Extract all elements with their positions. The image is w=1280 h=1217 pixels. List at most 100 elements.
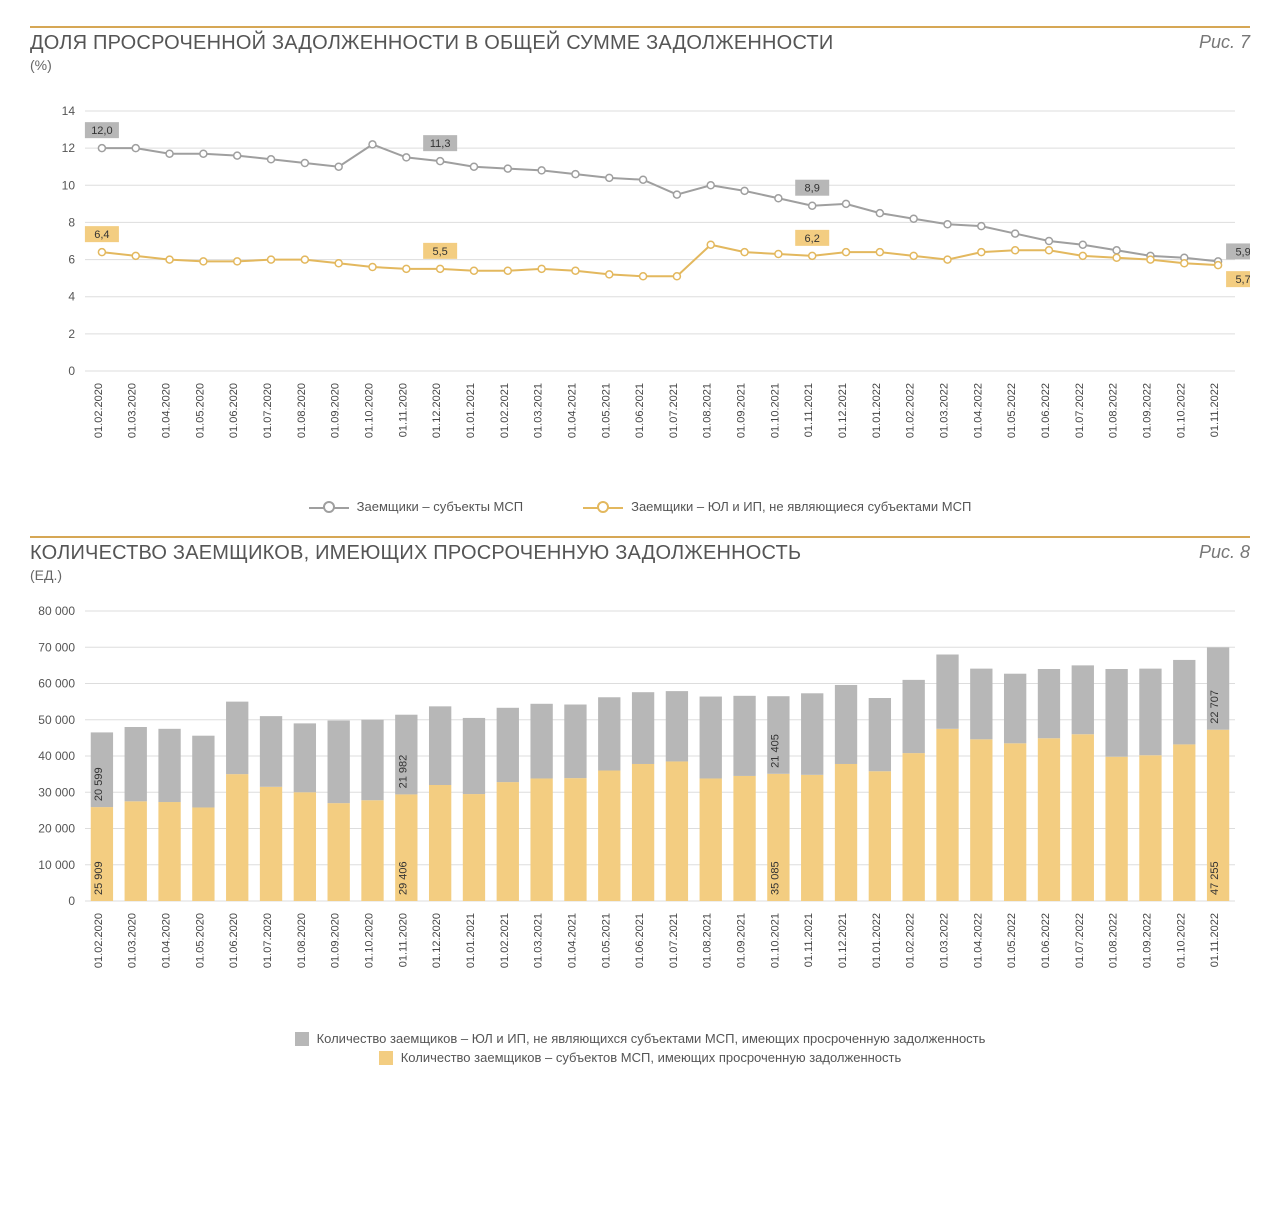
svg-text:01.03.2021: 01.03.2021 <box>533 913 545 968</box>
svg-text:01.09.2021: 01.09.2021 <box>736 383 748 438</box>
svg-text:6,4: 6,4 <box>94 229 109 241</box>
svg-text:50 000: 50 000 <box>38 713 75 727</box>
svg-text:01.07.2022: 01.07.2022 <box>1074 383 1086 438</box>
svg-text:70 000: 70 000 <box>38 640 75 654</box>
svg-text:01.02.2021: 01.02.2021 <box>499 383 511 438</box>
svg-text:01.11.2021: 01.11.2021 <box>803 383 815 437</box>
svg-text:01.08.2021: 01.08.2021 <box>702 383 714 438</box>
svg-text:01.04.2022: 01.04.2022 <box>972 913 984 968</box>
svg-text:01.08.2022: 01.08.2022 <box>1108 383 1120 438</box>
svg-text:20 000: 20 000 <box>38 822 75 836</box>
svg-text:47 255: 47 255 <box>1209 861 1221 895</box>
chart2-title: КОЛИЧЕСТВО ЗАЕМЩИКОВ, ИМЕЮЩИХ ПРОСРОЧЕНН… <box>30 542 801 565</box>
svg-text:29 406: 29 406 <box>397 861 409 895</box>
svg-text:80 000: 80 000 <box>38 604 75 618</box>
svg-text:01.09.2020: 01.09.2020 <box>330 913 342 968</box>
svg-text:01.04.2021: 01.04.2021 <box>566 383 578 438</box>
chart1-legend: Заемщики – субъекты МСПЗаемщики – ЮЛ и И… <box>30 499 1250 514</box>
svg-text:01.11.2022: 01.11.2022 <box>1209 383 1221 437</box>
svg-text:2: 2 <box>68 327 75 341</box>
chart2-legend: Количество заемщиков – ЮЛ и ИП, не являю… <box>30 1031 1250 1065</box>
svg-text:21 982: 21 982 <box>397 755 409 789</box>
svg-text:10 000: 10 000 <box>38 858 75 872</box>
svg-text:0: 0 <box>68 364 75 378</box>
svg-text:35 085: 35 085 <box>769 861 781 895</box>
svg-text:01.12.2021: 01.12.2021 <box>837 383 849 438</box>
svg-text:14: 14 <box>62 104 76 118</box>
svg-text:01.03.2021: 01.03.2021 <box>533 383 545 438</box>
svg-text:01.07.2021: 01.07.2021 <box>668 913 680 968</box>
svg-text:01.03.2022: 01.03.2022 <box>939 383 951 438</box>
svg-text:21 405: 21 405 <box>769 734 781 768</box>
chart2-plot: 0 10 000 20 000 30 000 40 000 50 000 60 000 70 … <box>30 601 1250 1021</box>
chart1-subtitle: (%) <box>30 57 833 73</box>
svg-text:01.06.2020: 01.06.2020 <box>228 383 240 438</box>
svg-text:01.03.2022: 01.03.2022 <box>939 913 951 968</box>
svg-text:01.06.2020: 01.06.2020 <box>228 913 240 968</box>
divider <box>30 536 1250 538</box>
svg-text:01.02.2022: 01.02.2022 <box>905 913 917 968</box>
svg-text:01.12.2020: 01.12.2020 <box>431 913 443 968</box>
svg-text:01.08.2022: 01.08.2022 <box>1108 913 1120 968</box>
svg-text:01.02.2022: 01.02.2022 <box>905 383 917 438</box>
svg-text:01.04.2020: 01.04.2020 <box>161 383 173 438</box>
svg-text:01.07.2020: 01.07.2020 <box>262 383 274 438</box>
svg-text:01.03.2020: 01.03.2020 <box>127 913 139 968</box>
svg-text:01.05.2021: 01.05.2021 <box>600 383 612 438</box>
svg-text:01.10.2020: 01.10.2020 <box>364 383 376 438</box>
svg-text:01.11.2022: 01.11.2022 <box>1209 913 1221 967</box>
svg-text:5,9: 5,9 <box>1235 246 1250 258</box>
svg-text:01.10.2021: 01.10.2021 <box>769 383 781 438</box>
svg-text:01.10.2020: 01.10.2020 <box>364 913 376 968</box>
svg-text:01.10.2021: 01.10.2021 <box>769 913 781 968</box>
svg-text:01.12.2020: 01.12.2020 <box>431 383 443 438</box>
svg-text:01.01.2021: 01.01.2021 <box>465 383 477 438</box>
divider <box>30 26 1250 28</box>
svg-text:10: 10 <box>62 178 76 192</box>
svg-text:01.11.2020: 01.11.2020 <box>397 913 409 967</box>
svg-text:01.01.2022: 01.01.2022 <box>871 383 883 438</box>
svg-text:5,5: 5,5 <box>432 246 447 258</box>
svg-text:01.08.2020: 01.08.2020 <box>296 383 308 438</box>
svg-text:01.03.2020: 01.03.2020 <box>127 383 139 438</box>
svg-text:12: 12 <box>62 141 76 155</box>
svg-text:30 000: 30 000 <box>38 785 75 799</box>
svg-text:01.05.2020: 01.05.2020 <box>194 913 206 968</box>
svg-text:01.07.2020: 01.07.2020 <box>262 913 274 968</box>
svg-text:01.10.2022: 01.10.2022 <box>1175 383 1187 438</box>
svg-text:01.01.2022: 01.01.2022 <box>871 913 883 968</box>
svg-text:01.05.2021: 01.05.2021 <box>600 913 612 968</box>
chart1-figure-label: Рис. 7 <box>1199 32 1250 53</box>
svg-text:01.09.2021: 01.09.2021 <box>736 913 748 968</box>
svg-text:6,2: 6,2 <box>805 233 820 245</box>
svg-text:12,0: 12,0 <box>91 125 112 137</box>
svg-text:01.09.2020: 01.09.2020 <box>330 383 342 438</box>
svg-text:0: 0 <box>68 894 75 908</box>
svg-text:40 000: 40 000 <box>38 749 75 763</box>
svg-text:01.04.2022: 01.04.2022 <box>972 383 984 438</box>
svg-text:01.11.2020: 01.11.2020 <box>397 383 409 437</box>
svg-text:01.11.2021: 01.11.2021 <box>803 913 815 967</box>
svg-text:01.04.2021: 01.04.2021 <box>566 913 578 968</box>
svg-text:01.08.2021: 01.08.2021 <box>702 913 714 968</box>
svg-text:60 000: 60 000 <box>38 677 75 691</box>
svg-text:01.10.2022: 01.10.2022 <box>1175 913 1187 968</box>
svg-text:01.06.2022: 01.06.2022 <box>1040 913 1052 968</box>
svg-text:01.02.2021: 01.02.2021 <box>499 913 511 968</box>
svg-text:01.02.2020: 01.02.2020 <box>93 383 105 438</box>
chart2-figure-label: Рис. 8 <box>1199 542 1250 563</box>
svg-text:01.12.2021: 01.12.2021 <box>837 913 849 968</box>
svg-text:8: 8 <box>68 215 75 229</box>
svg-text:4: 4 <box>68 290 75 304</box>
chart2-subtitle: (ЕД.) <box>30 567 801 583</box>
svg-text:01.07.2022: 01.07.2022 <box>1074 913 1086 968</box>
svg-text:01.02.2020: 01.02.2020 <box>93 913 105 968</box>
svg-text:01.04.2020: 01.04.2020 <box>161 913 173 968</box>
svg-text:5,7: 5,7 <box>1235 274 1250 286</box>
svg-text:01.09.2022: 01.09.2022 <box>1141 383 1153 438</box>
svg-text:01.01.2021: 01.01.2021 <box>465 913 477 968</box>
svg-text:8,9: 8,9 <box>805 183 820 195</box>
svg-text:01.05.2020: 01.05.2020 <box>194 383 206 438</box>
svg-text:20 599: 20 599 <box>93 767 105 801</box>
svg-text:01.07.2021: 01.07.2021 <box>668 383 680 438</box>
